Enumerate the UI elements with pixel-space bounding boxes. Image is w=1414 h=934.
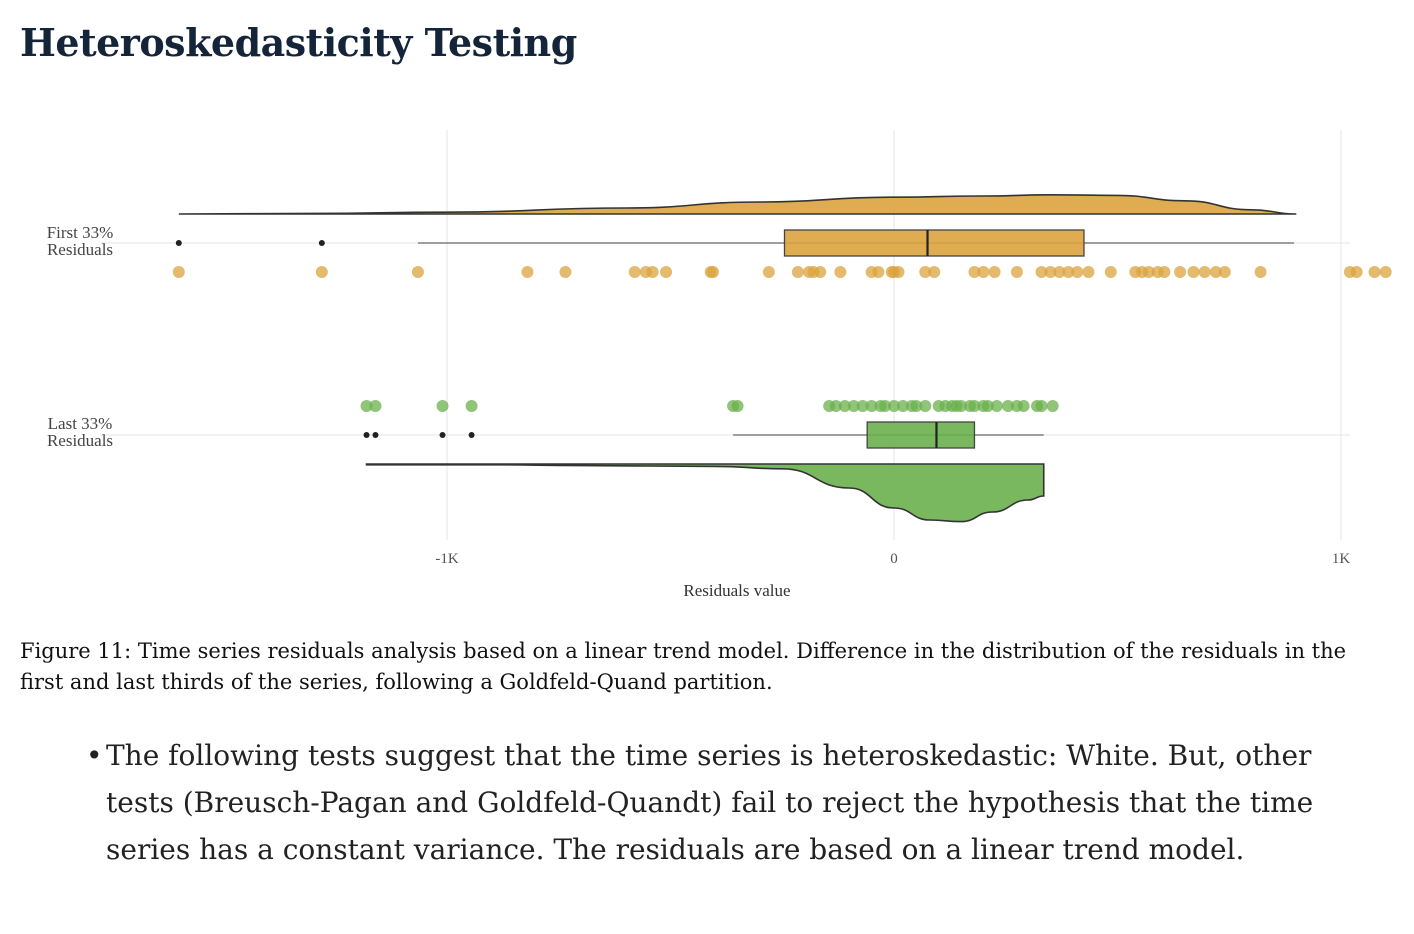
series-label: Residuals (47, 431, 113, 450)
data-point (791, 266, 804, 278)
data-point (1010, 266, 1023, 278)
data-point (928, 266, 941, 278)
x-tick-label: -1K (435, 551, 458, 567)
data-point (910, 400, 923, 412)
data-point (879, 400, 892, 412)
density-cloud (178, 193, 1297, 215)
page-title: Heteroskedasticity Testing (20, 20, 577, 65)
data-point (1142, 266, 1155, 278)
outlier-point (439, 432, 446, 438)
bullet-text: The following tests suggest that the tim… (106, 739, 1314, 866)
data-point (1198, 266, 1211, 278)
data-point (436, 400, 449, 412)
data-point (1174, 266, 1187, 278)
data-point (829, 400, 842, 412)
data-point (896, 400, 909, 412)
data-point (1053, 266, 1066, 278)
data-point (315, 266, 328, 278)
outlier-point (372, 432, 379, 438)
data-point (865, 400, 878, 412)
data-point (1254, 266, 1267, 278)
data-point (856, 400, 869, 412)
data-point (872, 266, 885, 278)
data-point (955, 400, 968, 412)
data-point (411, 266, 424, 278)
data-point (762, 266, 775, 278)
data-point (1368, 266, 1381, 278)
data-point (814, 266, 827, 278)
data-point (1062, 266, 1075, 278)
data-point (977, 266, 990, 278)
data-point (834, 266, 847, 278)
series-label: Last 33% (48, 414, 113, 433)
data-point (981, 400, 994, 412)
data-point (838, 400, 851, 412)
data-point (1104, 266, 1117, 278)
box-iqr (866, 421, 976, 449)
figure-caption: Figure 11: Time series residuals analysi… (20, 639, 1347, 694)
bullet-icon: • (86, 739, 103, 772)
data-point (1350, 266, 1363, 278)
box-iqr (783, 229, 1085, 257)
list-item: • The following tests suggest that the t… (86, 732, 1366, 873)
data-point (1209, 266, 1222, 278)
data-point (360, 400, 373, 412)
data-point (521, 266, 534, 278)
data-point (559, 266, 572, 278)
data-point (628, 266, 641, 278)
data-point (919, 400, 932, 412)
data-point (1001, 400, 1014, 412)
x-tick-label: 1K (1332, 551, 1351, 567)
density-cloud (365, 463, 1045, 523)
series-label: First 33% (47, 223, 114, 242)
data-point (968, 266, 981, 278)
data-point (847, 400, 860, 412)
data-point (1017, 400, 1030, 412)
data-point (646, 266, 659, 278)
data-point (888, 400, 900, 412)
bullet-list: • The following tests suggest that the t… (86, 732, 1366, 873)
outlier-point (363, 432, 370, 438)
data-point (1218, 266, 1231, 278)
data-point (1071, 266, 1084, 278)
data-point (988, 266, 1001, 278)
data-point (1035, 266, 1048, 278)
data-point (465, 400, 478, 412)
data-point (1379, 266, 1392, 278)
data-point (1158, 266, 1171, 278)
data-point (1046, 400, 1059, 412)
data-point (660, 266, 673, 278)
x-axis-label: Residuals value (683, 581, 790, 600)
series-label: Residuals (47, 240, 113, 259)
data-point (731, 400, 744, 412)
data-point (990, 400, 1003, 412)
data-point (919, 266, 932, 278)
data-point (1082, 266, 1095, 278)
outlier-point (175, 240, 182, 246)
data-point (172, 266, 185, 278)
data-point (1035, 400, 1048, 412)
data-point (892, 266, 905, 278)
data-point (369, 400, 382, 412)
data-point (706, 266, 719, 278)
outlier-point (318, 240, 325, 246)
data-point (968, 400, 981, 412)
data-point (1044, 266, 1057, 278)
outlier-point (468, 432, 475, 438)
x-tick-label: 0 (890, 551, 898, 567)
data-point (1187, 266, 1200, 278)
